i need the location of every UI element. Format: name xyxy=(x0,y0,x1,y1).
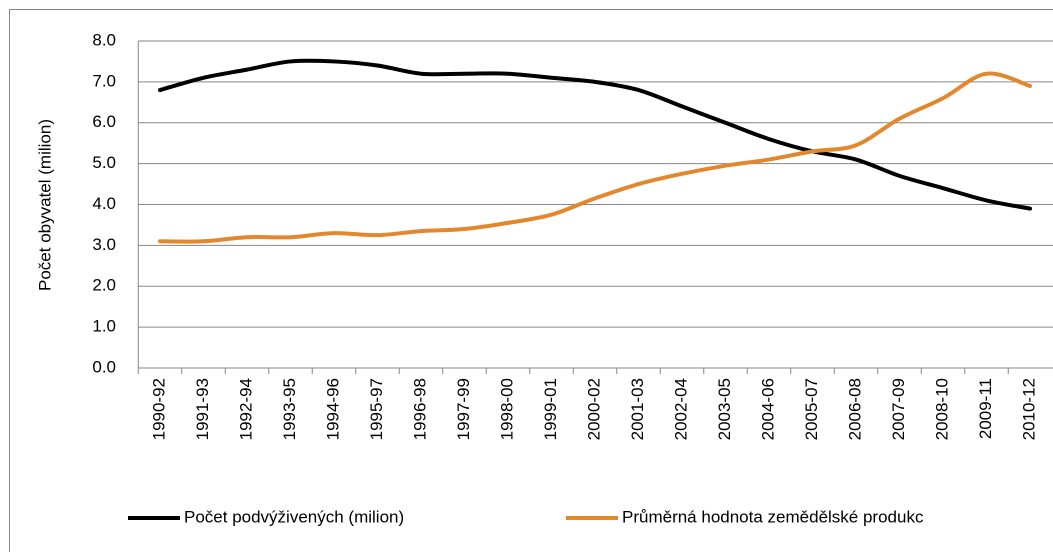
x-tick-label: 1990-92 xyxy=(149,378,168,440)
x-tick-label: 1994-96 xyxy=(323,378,342,440)
x-tick-label: 2007-09 xyxy=(889,378,908,440)
x-tick-label: 1993-95 xyxy=(280,378,299,440)
x-tick-label: 2006-08 xyxy=(845,378,864,440)
x-tick-label: 1995-97 xyxy=(367,378,386,440)
y-tick-label: 0.0 xyxy=(92,357,116,376)
x-tick-label: 2008-10 xyxy=(932,378,951,440)
chart-border xyxy=(9,9,1053,552)
x-tick-label: 2003-05 xyxy=(715,378,734,440)
x-tick-label: 1999-01 xyxy=(541,378,560,440)
x-tick-label: 2009-11 xyxy=(976,378,995,439)
y-tick-label: 7.0 xyxy=(92,71,116,90)
legend-label: Počet podvýživených (milion) xyxy=(184,507,404,526)
legend-label: Průměrná hodnota zemědělské produkc xyxy=(622,507,924,526)
x-tick-label: 1996-98 xyxy=(410,378,429,440)
data-line xyxy=(158,58,1032,211)
y-tick-label: 1.0 xyxy=(92,317,116,336)
y-tick-label: 6.0 xyxy=(92,112,116,131)
data-line xyxy=(158,71,1032,244)
x-tick-label: 2005-07 xyxy=(802,378,821,440)
x-tick-label: 2010-12 xyxy=(1019,378,1038,440)
x-tick-label: 2000-02 xyxy=(584,378,603,440)
x-tick-label: 2004-06 xyxy=(758,378,777,440)
y-axis-label: Počet obyvatel (milion) xyxy=(35,119,54,291)
y-tick-label: 4.0 xyxy=(92,194,116,213)
x-tick-label: 1998-00 xyxy=(497,378,516,440)
y-tick-label: 3.0 xyxy=(92,235,116,254)
y-tick-label: 8.0 xyxy=(92,30,116,49)
x-tick-label: 1992-94 xyxy=(236,378,255,440)
x-tick-label: 2002-04 xyxy=(671,378,690,440)
x-tick-label: 1997-99 xyxy=(454,378,473,440)
x-tick-label: 1991-93 xyxy=(193,378,212,440)
y-tick-label: 5.0 xyxy=(92,153,116,172)
y-tick-label: 2.0 xyxy=(92,276,116,295)
x-tick-label: 2001-03 xyxy=(628,378,647,440)
